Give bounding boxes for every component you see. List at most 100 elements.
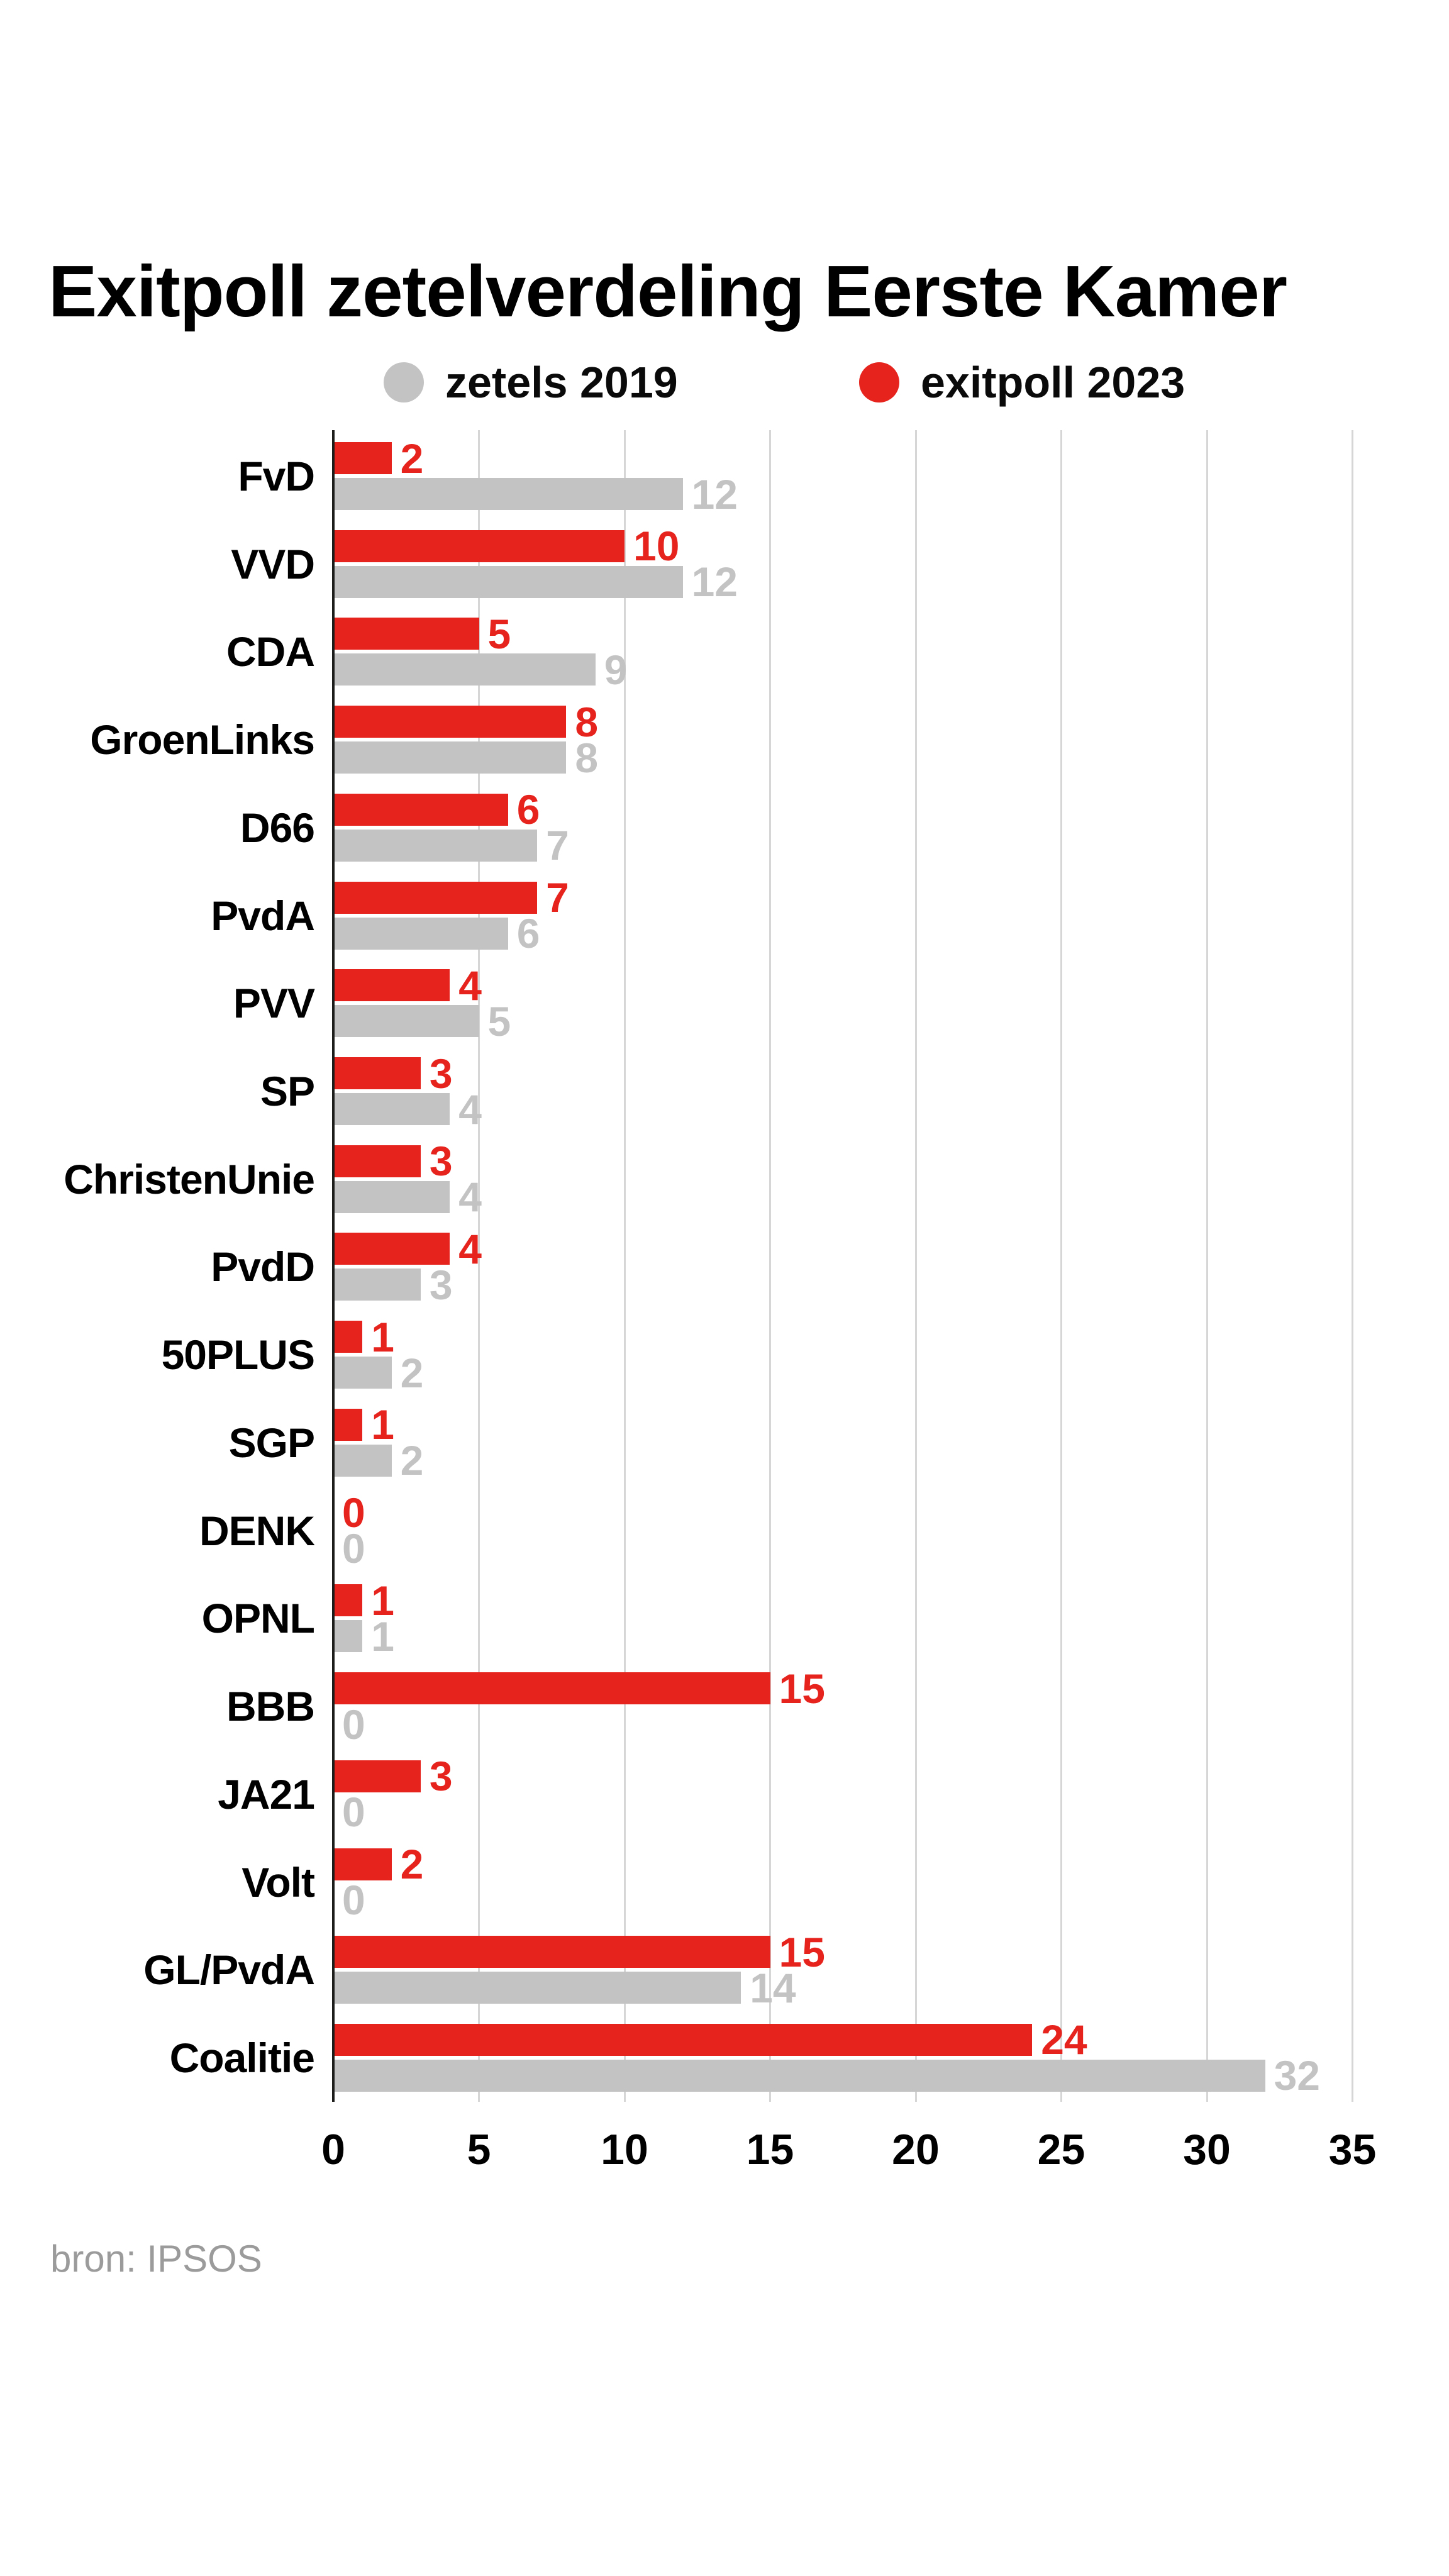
value-label-zetels-2019: 4 <box>458 1085 482 1133</box>
value-label-exitpoll-2023: 0 <box>342 1489 365 1536</box>
bar-zetels-2019 <box>335 741 567 774</box>
gridline <box>1206 430 1208 2102</box>
value-label-exitpoll-2023: 3 <box>429 1753 453 1800</box>
value-label-exitpoll-2023: 3 <box>429 1138 453 1185</box>
x-tick-label: 25 <box>1037 2126 1085 2174</box>
bar-zetels-2019 <box>335 917 508 950</box>
value-label-zetels-2019: 8 <box>575 734 599 781</box>
party-label: GroenLinks <box>90 716 315 763</box>
x-tick-label: 15 <box>746 2126 794 2174</box>
bar-exitpoll-2023 <box>335 969 450 1002</box>
bar-exitpoll-2023 <box>335 1057 421 1090</box>
bar-zetels-2019 <box>335 1972 741 2004</box>
value-label-zetels-2019: 0 <box>342 1877 365 1924</box>
bar-exitpoll-2023 <box>335 1936 770 1968</box>
value-label-exitpoll-2023: 6 <box>516 786 540 833</box>
legend-label: zetels 2019 <box>445 358 678 407</box>
gridline <box>623 430 626 2102</box>
value-label-zetels-2019: 6 <box>516 910 540 957</box>
party-label: VVD <box>231 540 315 587</box>
x-tick-label: 30 <box>1183 2126 1231 2174</box>
value-label-zetels-2019: 0 <box>342 1701 365 1748</box>
party-label: FvD <box>238 453 315 499</box>
party-label: ChristenUnie <box>64 1155 315 1202</box>
value-label-exitpoll-2023: 1 <box>371 1401 395 1448</box>
party-label: PvdD <box>211 1243 315 1291</box>
party-label: PVV <box>233 980 315 1027</box>
party-label: SP <box>260 1068 315 1115</box>
value-label-zetels-2019: 12 <box>691 558 738 606</box>
chart-title: Exitpoll zetelverdeling Eerste Kamer <box>48 250 1287 332</box>
value-label-zetels-2019: 1 <box>371 1613 395 1660</box>
x-tick-label: 20 <box>892 2126 940 2174</box>
bar-exitpoll-2023 <box>335 618 479 650</box>
x-tick-label: 0 <box>321 2126 345 2174</box>
bar-exitpoll-2023 <box>335 1760 421 1792</box>
value-label-exitpoll-2023: 10 <box>633 523 680 570</box>
party-label: JA21 <box>218 1770 315 1818</box>
bar-exitpoll-2023 <box>335 442 392 474</box>
gridline <box>914 430 917 2102</box>
bar-zetels-2019 <box>335 1444 392 1477</box>
bar-zetels-2019 <box>335 2059 1265 2092</box>
legend-dot-icon <box>859 362 899 402</box>
bar-exitpoll-2023 <box>335 881 538 914</box>
value-label-exitpoll-2023: 15 <box>779 1928 825 1975</box>
bar-zetels-2019 <box>335 1093 450 1126</box>
legend-item-exitpoll-2023: exitpoll 2023 <box>859 360 1185 404</box>
party-label: PvdA <box>211 892 315 939</box>
bar-zetels-2019 <box>335 1005 479 1038</box>
party-label: DENK <box>199 1507 315 1554</box>
bar-zetels-2019 <box>335 478 683 510</box>
value-label-zetels-2019: 32 <box>1274 2052 1321 2099</box>
value-label-exitpoll-2023: 8 <box>575 698 599 745</box>
x-tick-label: 5 <box>467 2126 491 2174</box>
bar-exitpoll-2023 <box>335 1408 363 1441</box>
party-label: SGP <box>228 1419 315 1466</box>
value-label-exitpoll-2023: 4 <box>458 962 482 1009</box>
value-label-zetels-2019: 0 <box>342 1789 365 1836</box>
value-label-zetels-2019: 9 <box>604 646 628 693</box>
bar-zetels-2019 <box>335 1269 421 1301</box>
bar-zetels-2019 <box>335 565 683 598</box>
value-label-zetels-2019: 4 <box>458 1174 482 1221</box>
value-label-exitpoll-2023: 7 <box>546 874 569 921</box>
bar-zetels-2019 <box>335 1357 392 1389</box>
party-label: 50PLUS <box>161 1331 315 1379</box>
legend-item-zetels-2019: zetels 2019 <box>384 358 678 407</box>
gridline <box>1060 430 1062 2102</box>
bar-zetels-2019 <box>335 653 596 686</box>
bar-exitpoll-2023 <box>335 1672 770 1705</box>
bar-exitpoll-2023 <box>335 1321 363 1353</box>
value-label-zetels-2019: 7 <box>546 822 569 869</box>
party-label: Volt <box>242 1858 315 1906</box>
party-label: D66 <box>240 804 315 851</box>
value-label-zetels-2019: 3 <box>429 1261 453 1308</box>
bar-exitpoll-2023 <box>335 1584 363 1617</box>
bar-exitpoll-2023 <box>335 1145 421 1177</box>
value-label-zetels-2019: 5 <box>487 997 511 1045</box>
value-label-exitpoll-2023: 5 <box>487 610 511 657</box>
value-label-zetels-2019: 12 <box>691 470 738 518</box>
bar-zetels-2019 <box>335 1620 363 1653</box>
value-label-zetels-2019: 14 <box>750 1964 796 2011</box>
value-label-exitpoll-2023: 1 <box>371 1577 395 1624</box>
value-label-exitpoll-2023: 24 <box>1041 2016 1087 2063</box>
bar-zetels-2019 <box>335 1180 450 1213</box>
legend-dot-icon <box>384 362 424 402</box>
party-label: CDA <box>226 628 315 675</box>
value-label-exitpoll-2023: 2 <box>400 1841 424 1888</box>
value-label-exitpoll-2023: 1 <box>371 1313 395 1360</box>
bar-exitpoll-2023 <box>335 1848 392 1880</box>
value-label-exitpoll-2023: 3 <box>429 1050 453 1097</box>
value-label-zetels-2019: 2 <box>400 1437 424 1484</box>
value-label-exitpoll-2023: 2 <box>400 435 424 482</box>
bar-exitpoll-2023 <box>335 2023 1033 2056</box>
value-label-exitpoll-2023: 4 <box>458 1225 482 1272</box>
party-label: BBB <box>226 1683 315 1730</box>
bar-exitpoll-2023 <box>335 1233 450 1265</box>
party-label: Coalitie <box>169 2034 315 2081</box>
value-label-zetels-2019: 0 <box>342 1525 365 1572</box>
